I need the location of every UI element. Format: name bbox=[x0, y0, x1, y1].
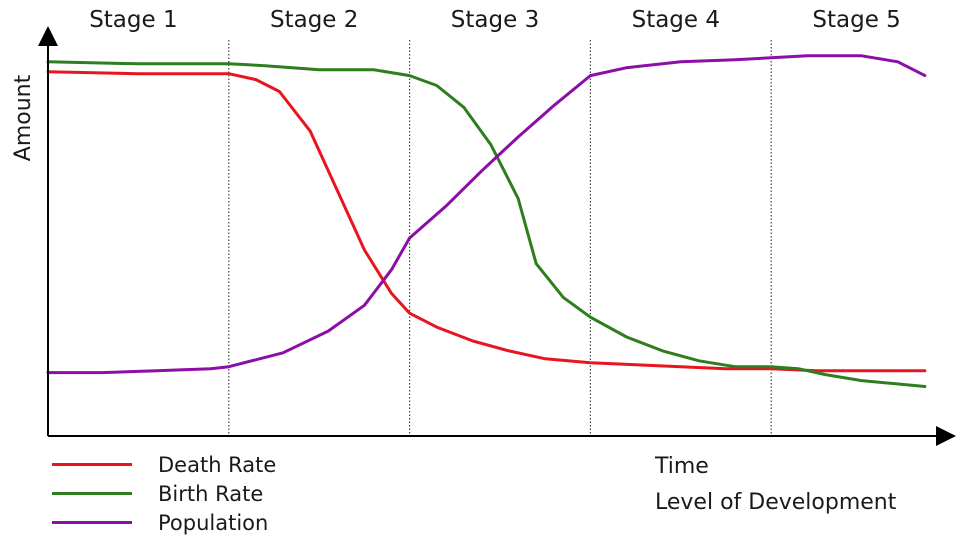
stage-labels: Stage 1 Stage 2 Stage 3 Stage 4 Stage 5 bbox=[89, 7, 901, 33]
legend-label-birth-rate: Birth Rate bbox=[158, 481, 264, 506]
stage-dividers bbox=[228, 40, 772, 436]
legend-item-birth-rate: Birth Rate bbox=[52, 479, 276, 508]
series-lines bbox=[46, 54, 927, 388]
legend-item-death-rate: Death Rate bbox=[52, 450, 276, 479]
stage-label-stage-2: Stage 2 bbox=[270, 7, 358, 33]
death-rate-swatch bbox=[52, 463, 132, 466]
legend-label-death-rate: Death Rate bbox=[158, 452, 277, 477]
stage-label-stage-3: Stage 3 bbox=[451, 7, 539, 33]
birth-rate-line bbox=[46, 60, 927, 388]
stage-label-stage-5: Stage 5 bbox=[812, 7, 900, 33]
legend: Death Rate Birth Rate Population bbox=[52, 450, 276, 537]
birth-rate-swatch bbox=[52, 492, 132, 495]
stage-label-stage-1: Stage 1 bbox=[89, 7, 177, 33]
stage-label-stage-4: Stage 4 bbox=[632, 7, 720, 33]
legend-label-population: Population bbox=[158, 510, 269, 535]
y-axis-label: Amount bbox=[11, 74, 36, 161]
legend-item-population: Population bbox=[52, 508, 276, 537]
x-axis-label-development: Level of Development bbox=[655, 490, 897, 515]
x-axis-label-time: Time bbox=[655, 454, 709, 479]
death-rate-line bbox=[46, 70, 927, 373]
population-swatch bbox=[52, 521, 132, 524]
population-line bbox=[46, 54, 927, 375]
